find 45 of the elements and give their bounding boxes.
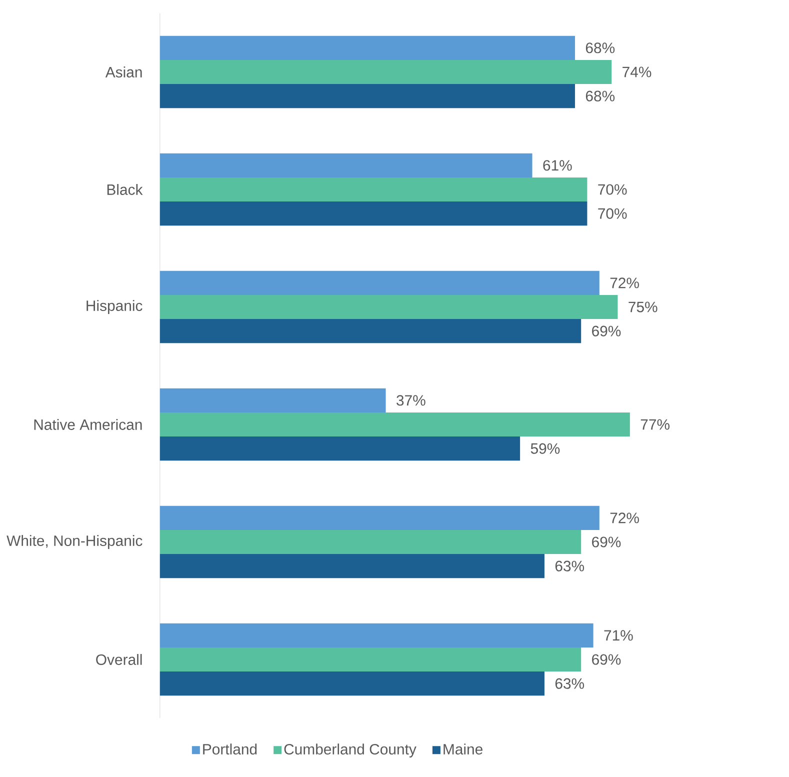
bar [160,436,520,461]
y-tick-label: White, Non-Hispanic [6,535,142,549]
legend-label: Cumberland County [284,744,416,758]
y-tick-label: Hispanic [86,300,142,314]
bar [160,672,544,696]
y-tick-label: Asian [105,66,142,78]
data-label: 72% [610,512,639,524]
bar [160,177,588,202]
data-label: 68% [586,90,615,102]
data-label: 63% [555,678,584,689]
legend-label: Portland [203,744,257,755]
data-label: 37% [396,395,426,406]
bar [160,36,575,60]
data-label: 77% [640,419,670,430]
data-label: 63% [555,560,584,572]
bar [160,84,575,108]
bar [160,319,582,344]
data-label: 74% [622,66,652,78]
bar [160,388,386,412]
bar [160,153,532,178]
bar [160,270,600,295]
bar [160,60,612,84]
data-label: 70% [598,208,627,219]
data-label: 61% [543,160,572,171]
data-label: 69% [592,326,621,336]
y-tick-label: Native American [34,419,142,430]
bar [160,647,582,672]
y-tick-label: Black [107,184,143,195]
bar [160,623,594,648]
bar [160,554,544,578]
bar [160,530,582,554]
y-tick-label: Overall [96,654,142,665]
data-label: 72% [610,278,639,288]
data-label: 71% [604,630,633,641]
data-label: 68% [586,42,615,54]
legend-label: Maine [444,744,482,755]
data-label: 69% [592,536,621,548]
bar [160,294,618,320]
bar [160,506,600,530]
data-label: 75% [628,302,658,312]
bar [160,412,630,437]
data-label: 69% [592,654,621,665]
data-label: 70% [598,184,627,195]
bar [160,202,588,226]
data-label: 59% [530,443,560,454]
